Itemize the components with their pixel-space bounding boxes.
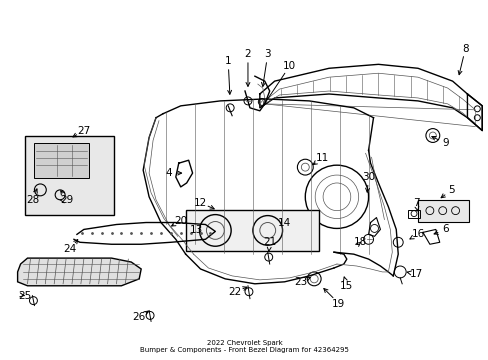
Text: 21: 21	[263, 237, 276, 247]
Text: 17: 17	[408, 269, 422, 279]
Text: 1: 1	[224, 57, 231, 66]
Text: 9: 9	[442, 139, 448, 148]
Text: 6: 6	[442, 224, 448, 234]
Text: 28: 28	[26, 195, 39, 205]
Text: 22: 22	[228, 287, 241, 297]
Text: 15: 15	[340, 281, 353, 291]
Text: 24: 24	[63, 244, 77, 254]
Text: 13: 13	[189, 225, 203, 235]
Text: 16: 16	[410, 229, 424, 239]
Text: 8: 8	[461, 44, 468, 54]
Text: 4: 4	[165, 168, 172, 178]
Text: 10: 10	[283, 61, 295, 71]
Text: 25: 25	[18, 291, 31, 301]
Text: 19: 19	[332, 298, 345, 309]
Bar	[185, 210, 319, 251]
Text: 12: 12	[193, 198, 207, 208]
Bar	[417, 200, 468, 221]
Text: 26: 26	[132, 312, 145, 323]
Text: 11: 11	[315, 153, 328, 163]
Text: 27: 27	[77, 126, 90, 136]
Text: 20: 20	[174, 216, 187, 225]
Text: 29: 29	[61, 195, 74, 205]
Bar	[24, 135, 113, 215]
Text: 5: 5	[447, 185, 454, 195]
Text: 30: 30	[361, 172, 374, 182]
Text: 2022 Chevrolet Spark
Bumper & Components - Front Bezel Diagram for 42364295: 2022 Chevrolet Spark Bumper & Components…	[140, 340, 348, 353]
Text: 14: 14	[277, 217, 290, 228]
Text: 18: 18	[353, 237, 366, 247]
Polygon shape	[18, 258, 141, 286]
Bar	[407, 210, 419, 217]
Text: 2: 2	[244, 49, 251, 59]
Bar	[34, 143, 89, 178]
Text: 7: 7	[412, 198, 419, 208]
Text: 3: 3	[264, 49, 270, 59]
Text: 23: 23	[294, 277, 307, 287]
